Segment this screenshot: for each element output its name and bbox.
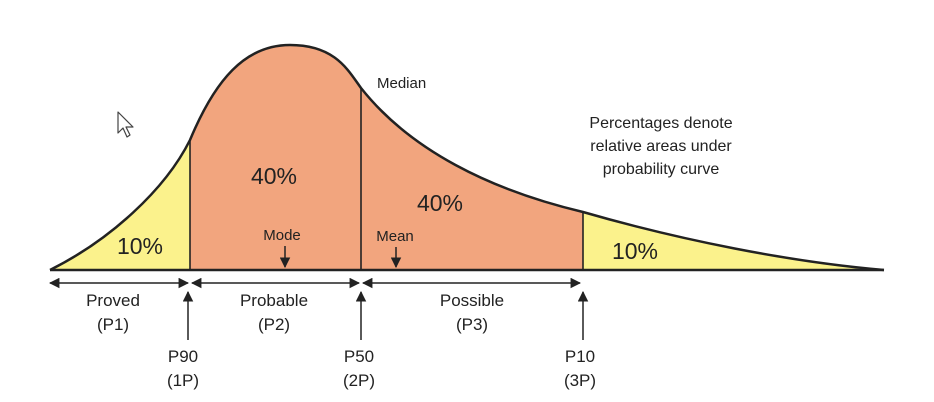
p90-marker-code: (1P): [167, 371, 199, 390]
p10-marker-code: (3P): [564, 371, 596, 390]
upper-tail-percent: 10%: [612, 238, 658, 264]
note-line-2: relative areas under: [590, 138, 732, 155]
note-line-3: probability curve: [603, 161, 720, 178]
probable-percent: 40%: [251, 163, 297, 189]
proved-percent: 10%: [117, 233, 163, 259]
proved-region-fill: [50, 140, 190, 270]
note-line-1: Percentages denote: [589, 115, 732, 132]
probable-range-code: (P2): [258, 315, 290, 334]
p50-marker-code: (2P): [343, 371, 375, 390]
proved-range-name: Proved: [86, 291, 140, 310]
probability-curve: [49, 43, 885, 272]
possible-range-code: (P3): [456, 315, 488, 334]
mode-label: Mode: [263, 227, 301, 244]
mean-label: Mean: [376, 228, 414, 245]
possible-range-name: Possible: [440, 291, 504, 310]
p50-marker-name: P50: [344, 347, 374, 366]
upper-tail-region-fill: [583, 212, 884, 270]
possible-percent: 40%: [417, 190, 463, 216]
proved-range-code: (P1): [97, 315, 129, 334]
probable-range-name: Probable: [240, 291, 308, 310]
probable-possible-region-fill: [190, 45, 583, 270]
mouse-pointer-icon: [117, 111, 134, 138]
p90-marker-name: P90: [168, 347, 198, 366]
median-label: Median: [377, 75, 426, 92]
p10-marker-name: P10: [565, 347, 595, 366]
